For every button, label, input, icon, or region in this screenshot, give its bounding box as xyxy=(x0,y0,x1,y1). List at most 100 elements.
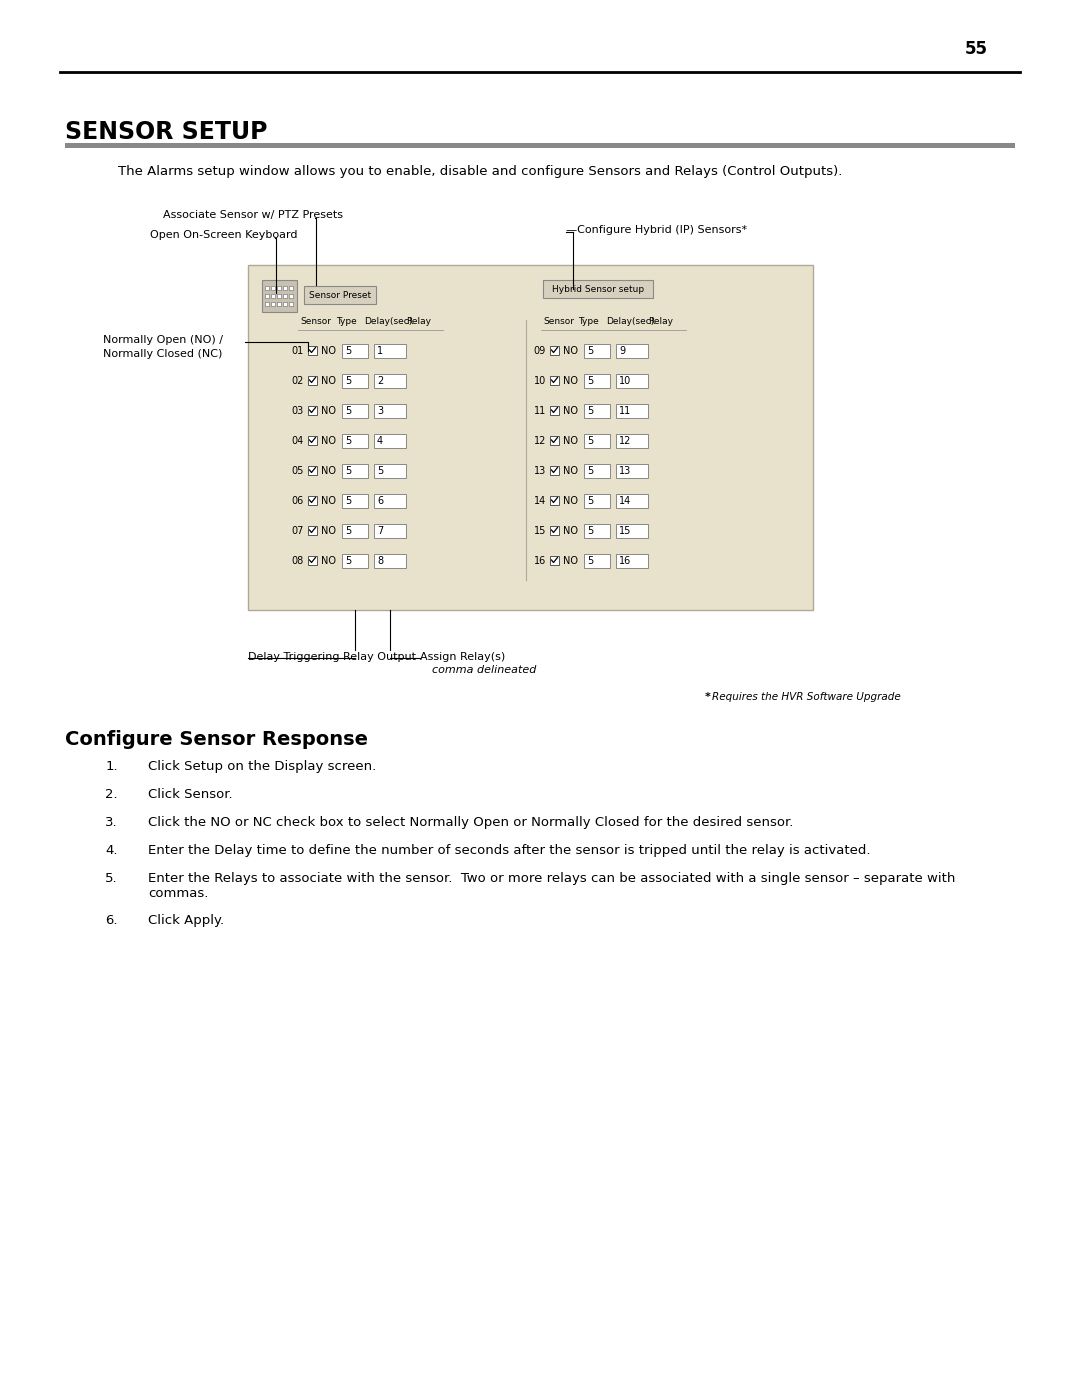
Bar xyxy=(374,493,406,507)
Text: 5: 5 xyxy=(377,465,383,475)
Text: 11: 11 xyxy=(534,405,546,415)
Text: 12: 12 xyxy=(534,436,546,446)
Text: 1.: 1. xyxy=(106,760,118,773)
Text: 55: 55 xyxy=(966,41,988,59)
Text: 13: 13 xyxy=(534,465,546,475)
Text: 5: 5 xyxy=(588,496,593,506)
Bar xyxy=(550,525,559,535)
Bar xyxy=(248,265,813,610)
Bar xyxy=(616,433,648,447)
Text: 10: 10 xyxy=(619,376,631,386)
Bar xyxy=(308,556,318,564)
Text: 3.: 3. xyxy=(106,816,118,828)
Bar xyxy=(584,493,610,507)
Text: 5: 5 xyxy=(588,525,593,535)
Text: Normally Closed (NC): Normally Closed (NC) xyxy=(103,349,222,359)
Bar xyxy=(342,404,368,418)
Bar xyxy=(584,433,610,447)
Bar xyxy=(374,373,406,387)
Bar xyxy=(550,376,559,384)
Text: 9: 9 xyxy=(619,345,625,355)
Bar xyxy=(616,553,648,567)
Text: 5: 5 xyxy=(345,376,351,386)
Text: Sensor Preset: Sensor Preset xyxy=(309,291,372,299)
Bar xyxy=(342,524,368,538)
Text: The Alarms setup window allows you to enable, disable and configure Sensors and : The Alarms setup window allows you to en… xyxy=(118,165,842,177)
Bar xyxy=(374,524,406,538)
Bar xyxy=(271,302,275,306)
Bar xyxy=(616,373,648,387)
Text: Open On-Screen Keyboard: Open On-Screen Keyboard xyxy=(150,231,297,240)
Text: *: * xyxy=(705,692,711,703)
Text: 08: 08 xyxy=(292,556,303,566)
Text: SENSOR SETUP: SENSOR SETUP xyxy=(65,120,268,144)
Bar xyxy=(584,464,610,478)
Bar xyxy=(308,405,318,415)
Text: NO: NO xyxy=(321,376,336,386)
Text: 3: 3 xyxy=(377,405,383,415)
Text: 07: 07 xyxy=(292,525,303,535)
Text: 2: 2 xyxy=(377,376,383,386)
Text: 7: 7 xyxy=(377,525,383,535)
Text: Sensor: Sensor xyxy=(300,317,330,326)
Bar xyxy=(303,286,376,305)
Text: Enter the Relays to associate with the sensor.  Two or more relays can be associ: Enter the Relays to associate with the s… xyxy=(148,872,956,900)
Text: 12: 12 xyxy=(619,436,632,446)
Text: Delay(sec): Delay(sec) xyxy=(364,317,413,326)
Bar xyxy=(308,465,318,475)
Text: —Configure Hybrid (IP) Sensors*: —Configure Hybrid (IP) Sensors* xyxy=(566,225,747,235)
Bar xyxy=(283,293,287,298)
Text: 01: 01 xyxy=(292,345,303,355)
Text: Type: Type xyxy=(336,317,356,326)
Bar xyxy=(289,302,293,306)
Text: 16: 16 xyxy=(619,556,631,566)
Text: 11: 11 xyxy=(619,405,631,415)
Bar xyxy=(616,524,648,538)
Text: 2.: 2. xyxy=(106,788,118,800)
Text: NO: NO xyxy=(563,556,578,566)
Text: 03: 03 xyxy=(292,405,303,415)
Text: NO: NO xyxy=(321,556,336,566)
Text: 4: 4 xyxy=(377,436,383,446)
Bar xyxy=(374,553,406,567)
Text: Requires the HVR Software Upgrade: Requires the HVR Software Upgrade xyxy=(712,692,901,703)
Text: 5: 5 xyxy=(588,465,593,475)
Text: 5: 5 xyxy=(345,496,351,506)
Bar xyxy=(584,553,610,567)
Text: 4.: 4. xyxy=(106,844,118,856)
Text: 02: 02 xyxy=(292,376,303,386)
Text: 14: 14 xyxy=(534,496,546,506)
Text: 6.: 6. xyxy=(106,914,118,928)
Bar xyxy=(308,436,318,444)
Bar xyxy=(283,302,287,306)
Text: Click Setup on the Display screen.: Click Setup on the Display screen. xyxy=(148,760,376,773)
Text: Enter the Delay time to define the number of seconds after the sensor is tripped: Enter the Delay time to define the numbe… xyxy=(148,844,870,856)
Bar xyxy=(584,524,610,538)
Text: NO: NO xyxy=(321,496,336,506)
Text: Assign Relay(s): Assign Relay(s) xyxy=(420,652,505,662)
Bar xyxy=(265,286,269,291)
Bar xyxy=(550,405,559,415)
Text: NO: NO xyxy=(563,345,578,355)
Bar xyxy=(289,293,293,298)
Bar xyxy=(550,496,559,504)
Bar xyxy=(308,525,318,535)
Bar xyxy=(265,302,269,306)
Text: NO: NO xyxy=(321,436,336,446)
Bar xyxy=(262,279,297,312)
Text: 5: 5 xyxy=(588,345,593,355)
Text: 5: 5 xyxy=(345,405,351,415)
Bar xyxy=(616,344,648,358)
Text: 16: 16 xyxy=(534,556,546,566)
Text: 8: 8 xyxy=(377,556,383,566)
Bar xyxy=(374,464,406,478)
Bar xyxy=(342,464,368,478)
Text: 13: 13 xyxy=(619,465,631,475)
Text: Click Apply.: Click Apply. xyxy=(148,914,225,928)
Text: Relay: Relay xyxy=(406,317,431,326)
Text: NO: NO xyxy=(563,405,578,415)
Bar xyxy=(584,373,610,387)
Bar xyxy=(289,286,293,291)
Text: 5: 5 xyxy=(345,345,351,355)
Text: NO: NO xyxy=(563,525,578,535)
